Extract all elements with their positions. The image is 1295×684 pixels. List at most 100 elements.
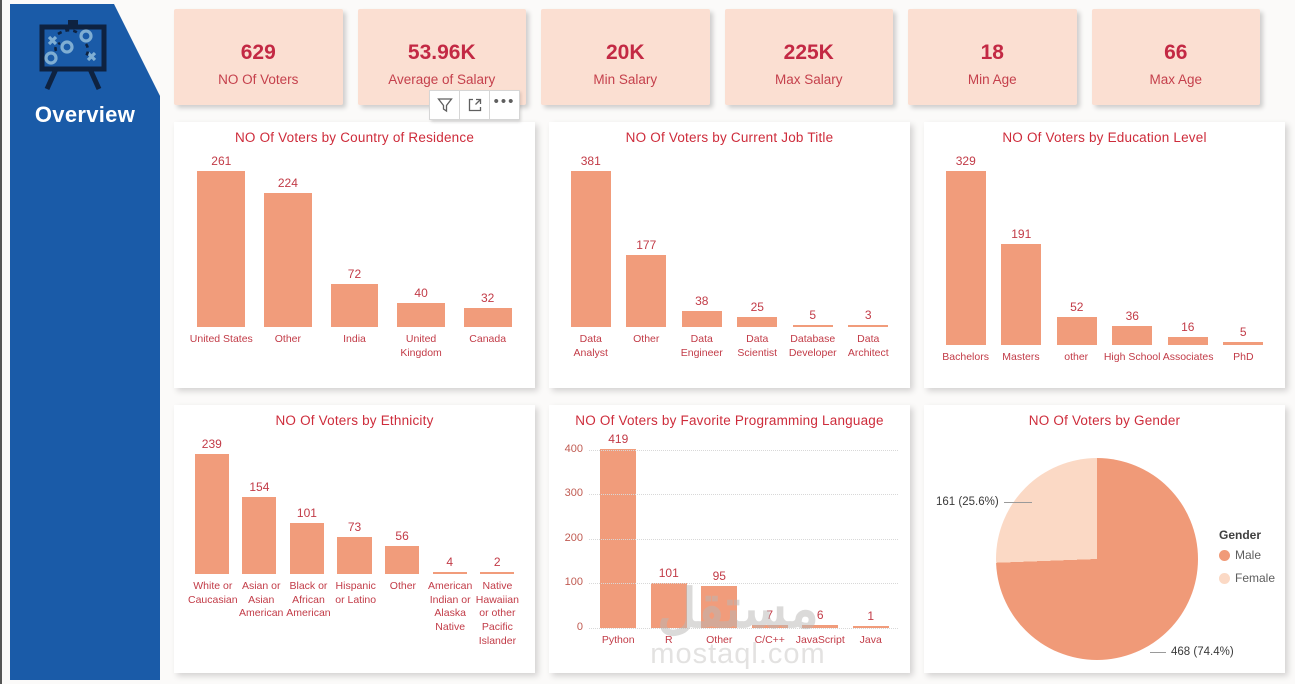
category-label: Native Hawaiian or other Pacific Islande… <box>475 580 519 647</box>
bar-column: 7 <box>745 432 796 628</box>
filter-icon[interactable] <box>429 90 460 120</box>
bar[interactable] <box>945 171 986 345</box>
bar-column: 177 <box>619 149 675 327</box>
bar[interactable] <box>1167 337 1208 345</box>
bar[interactable] <box>197 171 246 327</box>
bar-value-label: 7 <box>766 608 774 622</box>
bar-value-label: 381 <box>580 154 601 168</box>
kpi-card-max-age[interactable]: 66 Max Age <box>1091 9 1260 105</box>
bar-chart: 239 154 101 73 56 4 2 White or Caucasian Asian o… <box>184 432 525 648</box>
category-cell: R <box>644 634 695 648</box>
bar[interactable] <box>263 193 312 327</box>
bar-value-label: 1 <box>867 609 875 623</box>
category-cell: JavaScript <box>795 634 846 648</box>
chart-title: NO Of Voters by Ethnicity <box>275 413 434 428</box>
kpi-value: 18 <box>980 41 1004 64</box>
bar-column: 239 <box>188 432 236 574</box>
bar[interactable] <box>463 308 512 327</box>
category-labels-row: Data Analyst Other Data Engineer Data Scien… <box>559 333 900 360</box>
bar[interactable] <box>1056 317 1097 345</box>
kpi-card-average-salary[interactable]: 53.96K Average of Salary <box>357 9 526 105</box>
category-label: Black or African American <box>286 580 331 620</box>
bar[interactable] <box>650 583 687 628</box>
chart-programming-language[interactable]: NO Of Voters by Favorite Programming Lan… <box>549 405 910 673</box>
bar[interactable] <box>626 255 667 327</box>
pie-callout-male: 468 (74.4%) <box>1150 646 1234 658</box>
bar[interactable] <box>242 497 277 574</box>
bar-column: 101 <box>283 432 331 574</box>
legend-item-female[interactable]: Female <box>1218 571 1275 585</box>
bar[interactable] <box>1001 244 1042 345</box>
pie-gender[interactable] <box>996 458 1198 660</box>
chart-country-of-residence[interactable]: NO Of Voters by Country of Residence 261… <box>174 122 535 388</box>
bar[interactable] <box>802 625 839 628</box>
bar-column: 5 <box>1216 149 1272 345</box>
category-cell: Other <box>619 333 675 360</box>
bar[interactable] <box>289 523 325 574</box>
bar-value-label: 224 <box>277 176 298 190</box>
bar-column: 419 <box>593 432 644 628</box>
focus-mode-icon[interactable] <box>459 90 490 120</box>
bar[interactable] <box>570 171 611 327</box>
bar[interactable] <box>792 325 833 327</box>
axis-tick-label: 300 <box>564 487 583 500</box>
bar[interactable] <box>848 325 889 327</box>
category-label: White or Caucasian <box>188 580 238 606</box>
kpi-card-no-of-voters[interactable]: 629 NO Of Voters <box>174 9 343 105</box>
kpi-card-min-age[interactable]: 18 Min Age <box>908 9 1077 105</box>
kpi-card-max-salary[interactable]: 225K Max Salary <box>724 9 893 105</box>
bar[interactable] <box>751 625 788 628</box>
bar[interactable] <box>397 303 446 327</box>
bar[interactable] <box>681 311 722 327</box>
bar[interactable] <box>330 284 379 327</box>
bar[interactable] <box>432 572 467 574</box>
bar-value-label: 2 <box>493 555 501 569</box>
bar[interactable] <box>701 586 738 628</box>
category-cell: Canada <box>454 333 521 360</box>
bar[interactable] <box>1223 342 1264 345</box>
bar-column: 56 <box>378 432 426 574</box>
sidebar-tab-overview[interactable]: Overview <box>10 4 160 680</box>
bars-row: 381 177 38 25 5 3 <box>559 149 900 327</box>
bar[interactable] <box>337 537 372 574</box>
kpi-card-min-salary[interactable]: 20K Min Salary <box>541 9 710 105</box>
chart-ethnicity[interactable]: NO Of Voters by Ethnicity 239 154 101 73 56 4… <box>174 405 535 673</box>
bar[interactable] <box>384 546 420 574</box>
leader-line <box>1150 651 1166 653</box>
category-cell: High School <box>1104 351 1161 365</box>
chart-title: NO Of Voters by Current Job Title <box>625 130 834 145</box>
category-cell: Python <box>593 634 644 648</box>
bar[interactable] <box>480 572 515 574</box>
axis-tick-label: 200 <box>564 531 583 544</box>
category-cell: Database Developer <box>785 333 841 360</box>
bar-value-label: 56 <box>395 529 409 543</box>
chart-gender-pie[interactable]: NO Of Voters by Gender 161 (25.6%) 468 (… <box>924 405 1285 673</box>
bar-value-label: 40 <box>414 286 428 300</box>
bar[interactable] <box>852 626 889 628</box>
bars-row: 329 191 52 36 16 5 <box>934 149 1275 345</box>
category-cell: Other <box>379 580 426 648</box>
gridline <box>589 494 898 496</box>
more-options-icon[interactable]: ••• <box>489 90 520 120</box>
bar[interactable] <box>737 317 778 327</box>
bar-column: 32 <box>454 149 521 327</box>
bar[interactable] <box>600 449 637 628</box>
bar-value-label: 101 <box>658 566 679 580</box>
legend-item-male[interactable]: Male <box>1218 548 1275 562</box>
bar-value-label: 191 <box>1011 227 1032 241</box>
bar-value-label: 25 <box>750 300 764 314</box>
bar[interactable] <box>1112 326 1153 345</box>
bar-value-label: 4 <box>446 555 454 569</box>
bar[interactable] <box>194 454 229 574</box>
category-label: India <box>343 333 366 345</box>
category-labels-row: United States Other India United Kingdom Can… <box>184 333 525 360</box>
chart-current-job-title[interactable]: NO Of Voters by Current Job Title 381 177… <box>549 122 910 388</box>
chart-education-level[interactable]: NO Of Voters by Education Level 329 191 52… <box>924 122 1285 388</box>
bar-value-label: 419 <box>608 432 629 446</box>
kpi-row: 629 NO Of Voters 53.96K Average of Salar… <box>174 9 1260 120</box>
bar-value-label: 177 <box>636 238 657 252</box>
bar-column: 1 <box>846 432 897 628</box>
chart-title: NO Of Voters by Favorite Programming Lan… <box>575 413 884 428</box>
axis-tick-label: 400 <box>564 442 583 455</box>
kpi-value: 629 <box>240 41 276 64</box>
